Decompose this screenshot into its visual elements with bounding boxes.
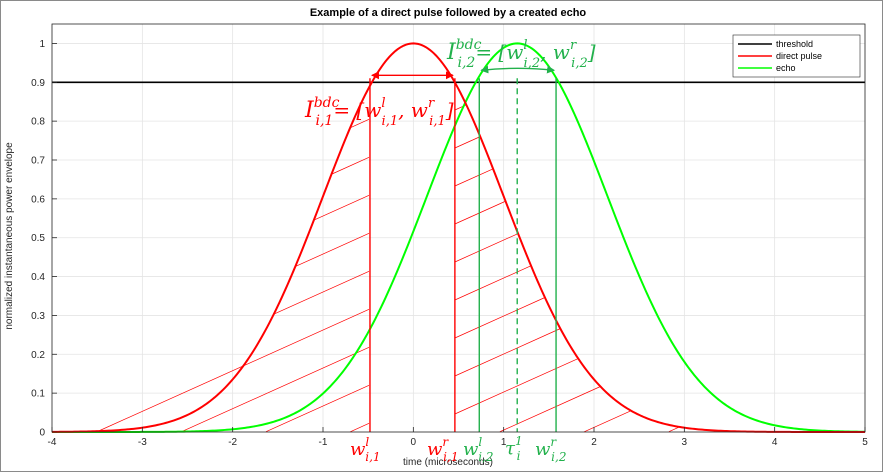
y-tick-label: 0.9 bbox=[31, 78, 45, 89]
boundary-markers bbox=[369, 78, 557, 432]
y-tick-label: 0.8 bbox=[31, 117, 45, 128]
w-i2-right-label: wr i,2 bbox=[535, 435, 566, 464]
x-tick-label: 5 bbox=[862, 437, 868, 448]
hatch-line-direct bbox=[454, 168, 494, 187]
interval-1-annotation: Ibdc i,1= [wl i,1, wr i,1] bbox=[304, 95, 454, 129]
plot-border bbox=[51, 23, 866, 433]
hatch-line-direct bbox=[668, 426, 680, 433]
w-i2-left-label: wl i,2 bbox=[463, 435, 494, 464]
hatch-line-direct bbox=[273, 271, 370, 315]
w-i1-left-label: wl i,1 bbox=[350, 435, 381, 464]
hatch-line-direct bbox=[454, 136, 481, 149]
y-tick-label: 0.3 bbox=[31, 311, 45, 322]
x-tick-label: -1 bbox=[319, 437, 328, 448]
legend: threshold direct pulse echo bbox=[732, 34, 861, 78]
hatch-line-direct bbox=[454, 265, 532, 301]
hatch-line-direct bbox=[295, 233, 370, 267]
x-axis-label: time (microseconds) bbox=[403, 457, 493, 468]
hatch-line-direct bbox=[180, 347, 370, 433]
hatch-line-direct bbox=[350, 119, 370, 128]
y-tick-label: 0.1 bbox=[31, 389, 45, 400]
direct-pulse-curve bbox=[51, 42, 865, 433]
x-tick-label: -2 bbox=[228, 437, 237, 448]
hatch-line-direct bbox=[331, 157, 370, 175]
y-tick-label: 0 bbox=[39, 428, 45, 439]
y-tick-label: 0.6 bbox=[31, 194, 45, 205]
x-tick-label: 4 bbox=[772, 437, 778, 448]
chart-title: Example of a direct pulse followed by a … bbox=[310, 7, 587, 19]
interval-2-arrow bbox=[480, 65, 556, 74]
interval-2-annotation: Ibdc i,2= [wl i,2, wr i,2] bbox=[446, 37, 596, 71]
w-i1-right-label: wr i,1 bbox=[427, 435, 458, 464]
y-tick-label: 0.5 bbox=[31, 233, 45, 244]
y-tick-label: 0.2 bbox=[31, 350, 45, 361]
hatch-line-direct bbox=[96, 309, 370, 433]
hatch-line-direct bbox=[349, 423, 370, 433]
x-tick-label: 1 bbox=[501, 437, 507, 448]
y-tick-label: 0.7 bbox=[31, 156, 45, 167]
echo-curve bbox=[52, 42, 866, 433]
y-tick-label: 1 bbox=[39, 39, 45, 50]
hatch-lines bbox=[96, 104, 680, 433]
legend-label-direct-pulse: direct pulse bbox=[776, 51, 822, 61]
x-tick-label: 0 bbox=[411, 437, 417, 448]
tau-label: τ1 i bbox=[505, 434, 523, 463]
hatch-line-direct bbox=[454, 233, 519, 263]
interval-arrows bbox=[370, 65, 556, 80]
plot-area bbox=[52, 24, 865, 432]
tick-labels: -4 -3 -2 -1 0 1 2 3 4 5 0 0.1 0.2 0.3 0.4 0.5 0.6 0.7 0.8 0… bbox=[31, 39, 868, 448]
y-axis-label: normalized instantaneous power envelope bbox=[4, 142, 15, 330]
hatch-line-direct bbox=[313, 195, 370, 221]
x-tick-label: -3 bbox=[138, 437, 147, 448]
x-tick-label: -4 bbox=[48, 437, 57, 448]
hatch-line-direct bbox=[454, 297, 546, 339]
hatch-line-direct bbox=[454, 328, 561, 377]
hatch-line-direct bbox=[265, 385, 370, 433]
x-tick-label: 2 bbox=[591, 437, 597, 448]
series-lines bbox=[51, 42, 866, 433]
x-tick-label: 3 bbox=[682, 437, 688, 448]
y-tick-label: 0.4 bbox=[31, 272, 45, 283]
legend-label-threshold: threshold bbox=[776, 39, 813, 49]
hatch-line-direct bbox=[583, 410, 632, 433]
legend-label-echo: echo bbox=[776, 63, 796, 73]
hatch-line-direct bbox=[454, 358, 579, 415]
